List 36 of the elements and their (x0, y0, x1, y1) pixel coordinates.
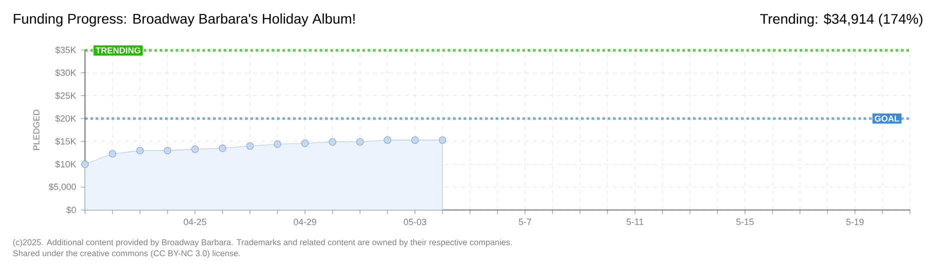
y-tick-label: $15K (55, 138, 76, 146)
point (356, 138, 364, 146)
point (164, 146, 172, 154)
point (246, 142, 254, 150)
y-tick-label: $0 (66, 206, 76, 214)
point (384, 136, 392, 144)
y-tick-label: $10K (55, 160, 76, 168)
x-tick-label: 04-25 (184, 218, 206, 226)
point (108, 150, 116, 158)
x-tick-label: 5-15 (736, 218, 754, 226)
y-axis-title: PLEDGED (33, 110, 40, 150)
x-tick-label: 04-29 (294, 218, 316, 226)
ref-line-label: GOAL (874, 116, 900, 122)
text: Shared under the creative commons (CC BY-NC 3.0) license. (13, 250, 240, 258)
chart-title: Funding Progress: Broadway Barbara's Holiday Album! (14, 13, 355, 27)
point (328, 138, 336, 146)
y-tick-label: $5,000 (48, 183, 76, 192)
y-tick-label: $30K (55, 69, 76, 77)
x-tick-label: 5-7 (518, 218, 532, 226)
point (136, 146, 144, 154)
y-tick-label: $35K (55, 46, 76, 54)
x-tick-label: 5-19 (846, 218, 864, 226)
ref-line-label: TRENDING (96, 47, 140, 54)
point (411, 136, 419, 144)
point (301, 140, 309, 147)
point (81, 160, 89, 168)
y-tick-label: $20K (55, 114, 76, 122)
point (274, 140, 282, 148)
x-tick-label: 5-11 (626, 218, 644, 226)
point (191, 145, 199, 153)
text: (c)2025. Additional content provided by Broadway Barbara. Trademarks and related content are owned by their respective companies. (13, 239, 512, 247)
point (218, 144, 226, 152)
chart-subtitle: Trending: $34,914 (174%) (760, 13, 922, 27)
x-tick-label: 05-03 (404, 218, 426, 226)
point (438, 136, 446, 144)
y-tick-label: $25K (55, 92, 76, 100)
